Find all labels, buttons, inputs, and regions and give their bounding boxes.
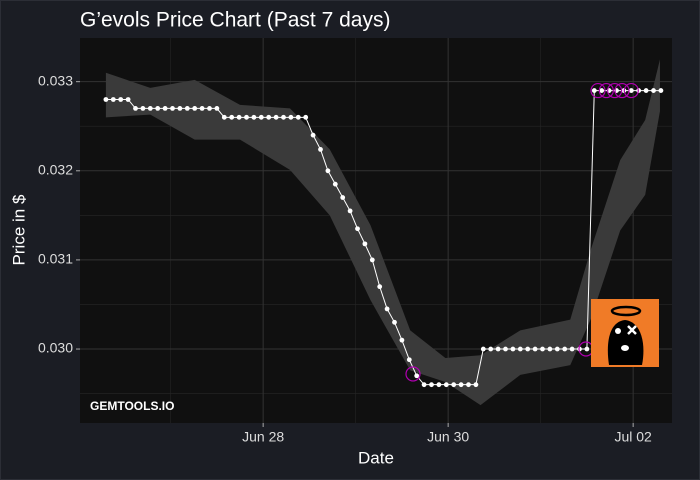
price-point — [229, 114, 235, 120]
price-point — [258, 114, 264, 120]
price-point — [147, 106, 153, 111]
chart-title: G’evols Price Chart (Past 7 days) — [80, 9, 390, 32]
price-point — [458, 382, 464, 388]
price-point — [318, 147, 323, 152]
price-point — [170, 106, 175, 111]
price-point — [236, 114, 242, 120]
logo-halo — [610, 305, 642, 317]
price-point — [414, 373, 420, 379]
price-point — [103, 97, 109, 102]
highlight-marker — [607, 82, 623, 99]
price-point — [251, 114, 257, 120]
price-point — [547, 346, 553, 352]
price-point — [295, 114, 301, 120]
price-point — [207, 106, 212, 111]
price-point — [310, 132, 316, 138]
price-point — [110, 97, 116, 102]
price-point — [480, 346, 486, 352]
price-point — [288, 114, 294, 120]
price-point — [244, 114, 249, 120]
price-point — [399, 337, 405, 343]
price-point — [118, 97, 124, 102]
price-point — [532, 346, 538, 352]
x-axis-label: Date — [358, 448, 394, 467]
price-point — [266, 114, 272, 120]
grid — [76, 38, 672, 427]
price-point — [643, 88, 649, 93]
price-point — [362, 241, 368, 247]
highlight-marker — [623, 82, 639, 99]
price-point — [436, 382, 442, 388]
price-point — [125, 97, 131, 102]
price-point — [554, 346, 560, 352]
price-line — [105, 90, 661, 386]
price-point — [510, 346, 516, 352]
price-point — [214, 106, 220, 111]
plot-area — [103, 59, 664, 406]
y-tick-label: 0.032 — [38, 161, 73, 177]
price-point — [355, 226, 360, 232]
price-point — [451, 382, 457, 388]
price-point — [177, 106, 183, 111]
price-point — [429, 382, 434, 388]
price-point — [192, 106, 198, 111]
price-point — [599, 88, 605, 93]
price-point — [658, 88, 664, 93]
price-point — [140, 106, 146, 111]
price-point — [525, 346, 531, 352]
price-point — [303, 114, 309, 120]
x-tick-label: Jul 02 — [614, 429, 652, 445]
price-point — [325, 168, 331, 174]
y-axis-label: Price in $ — [9, 194, 28, 265]
highlight-marker — [590, 82, 606, 99]
price-point — [340, 195, 346, 200]
price-point — [495, 346, 501, 352]
y-tick-label: 0.031 — [38, 251, 73, 267]
price-point — [591, 88, 597, 93]
price-point — [421, 382, 427, 388]
price-point — [584, 346, 590, 352]
price-point — [569, 346, 575, 352]
price-point — [347, 208, 353, 214]
price-point — [369, 257, 375, 263]
price-point — [332, 181, 338, 187]
price-point — [155, 106, 161, 111]
price-point — [443, 382, 449, 388]
price-point — [651, 88, 656, 93]
price-point — [540, 346, 545, 352]
watermark: GEMTOOLS.IO — [90, 399, 174, 413]
price-point — [503, 346, 508, 352]
price-point — [377, 284, 383, 290]
y-tick-label: 0.030 — [38, 340, 73, 356]
price-point — [488, 346, 494, 352]
logo-eye — [615, 328, 621, 334]
logo — [591, 299, 659, 367]
price-point — [473, 382, 479, 388]
logo-mouth — [621, 345, 629, 351]
price-point — [162, 106, 168, 111]
price-point — [384, 306, 390, 312]
price-point — [406, 357, 412, 363]
price-point — [466, 382, 471, 388]
y-tick-label: 0.033 — [38, 72, 73, 88]
price-point — [221, 114, 227, 120]
price-point — [517, 346, 523, 352]
price-point — [133, 106, 138, 111]
x-tick-label: Jun 28 — [242, 429, 284, 445]
logo-eye — [627, 325, 637, 335]
highlight-marker — [405, 366, 421, 382]
price-point — [628, 88, 634, 93]
x-tick-label: Jun 30 — [427, 429, 469, 445]
price-point — [281, 114, 286, 120]
highlight-marker — [614, 82, 630, 99]
price-point — [273, 114, 279, 120]
price-point — [199, 106, 205, 111]
price-point — [562, 346, 568, 352]
highlight-marker — [598, 82, 614, 99]
price-point — [392, 319, 397, 325]
confidence-band — [105, 59, 660, 406]
price-point — [184, 106, 190, 111]
